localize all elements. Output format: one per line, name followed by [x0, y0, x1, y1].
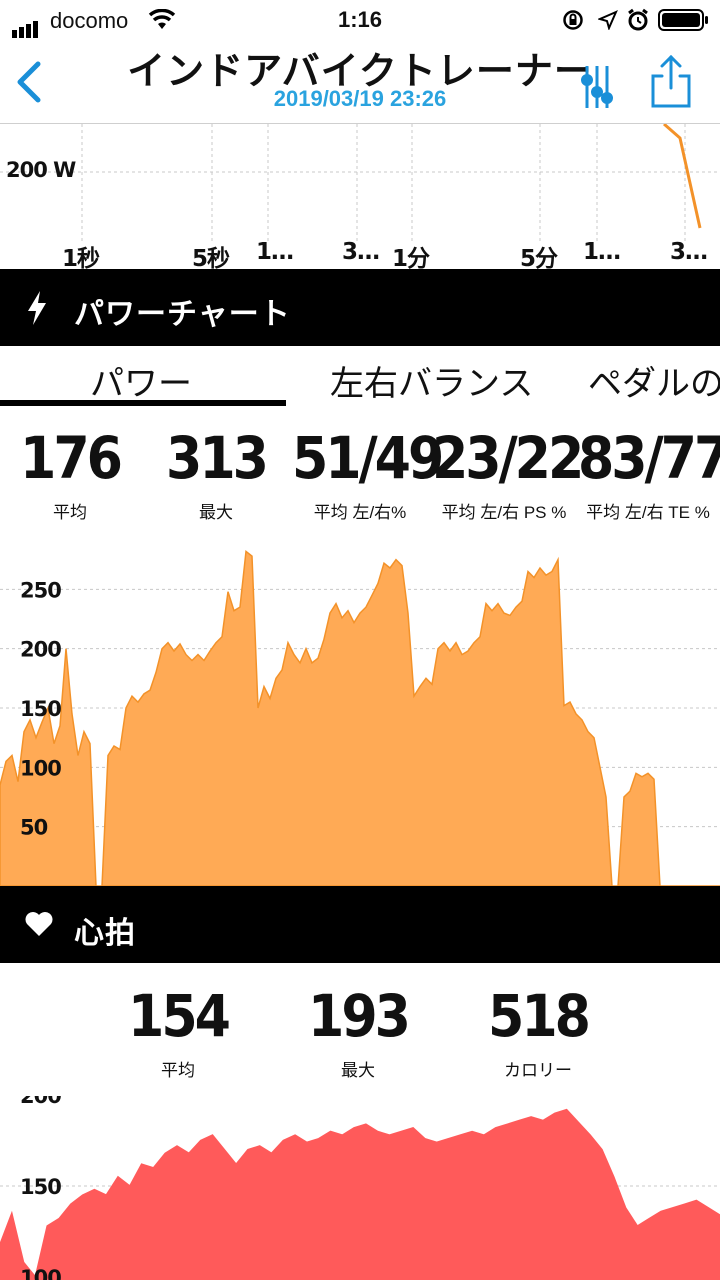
power-curve-chart: 200 W 1秒 5秒 1… 3… 1分 5分 1… 3…	[0, 123, 720, 272]
active-tab-indicator	[0, 400, 286, 406]
y-tick-label: 150	[20, 697, 61, 721]
stat-avg-hr-label: 平均	[161, 1061, 195, 1080]
power-chart: 50 100 150 200 250	[0, 549, 720, 886]
tab-lr-balance[interactable]: 左右バランス	[330, 365, 534, 403]
wifi-icon	[148, 9, 176, 29]
stat-te: 83/77	[578, 424, 720, 492]
stat-max-power: 313	[166, 424, 269, 492]
y-tick-label: 100	[20, 1266, 61, 1280]
stat-lr-balance: 51/49	[292, 424, 444, 492]
rotation-lock-icon	[563, 10, 583, 30]
heart-rate-chart: 100 150 200	[0, 1096, 720, 1280]
tab-pedal[interactable]: ペダルの	[588, 365, 720, 403]
power-curve-y-label: 200 W	[6, 158, 76, 182]
y-tick-label: 200	[20, 638, 61, 662]
tab-power[interactable]: パワー	[90, 365, 192, 403]
y-tick-label: 200	[20, 1096, 61, 1108]
stat-ps: 23/22	[432, 424, 584, 492]
stat-te-label: 平均 左/右 TE %	[586, 503, 710, 522]
power-curve-plot	[0, 124, 720, 244]
power-curve-x-label: 5秒	[192, 246, 230, 272]
stat-calories-label: カロリー	[504, 1061, 572, 1080]
battery-icon	[658, 9, 708, 31]
location-icon	[598, 10, 618, 30]
y-tick-label: 250	[20, 578, 61, 602]
power-curve-x-label: 5分	[520, 246, 558, 272]
status-bar: docomo 1:16	[0, 0, 720, 40]
heart-rate-area	[0, 1108, 720, 1280]
power-chart-title: パワーチャート	[74, 298, 291, 331]
power-curve-x-label: 1…	[583, 239, 621, 265]
status-time: 1:16	[337, 7, 383, 32]
power-curve-x-label: 1…	[256, 239, 294, 265]
stat-max-hr: 193	[308, 982, 411, 1050]
power-curve-x-label: 1分	[392, 246, 430, 272]
power-area	[0, 549, 720, 886]
y-tick-label: 100	[20, 756, 61, 780]
stat-calories: 518	[488, 982, 591, 1050]
alarm-icon	[628, 8, 648, 31]
heart-rate-title: 心拍	[74, 917, 136, 950]
chevron-left-icon[interactable]	[14, 60, 44, 104]
lightning-icon	[28, 291, 46, 325]
power-curve-line	[663, 124, 702, 229]
stat-avg-power: 176	[20, 424, 123, 492]
workout-date: 2019/03/19 23:26	[273, 86, 447, 111]
carrier-label: docomo	[50, 8, 129, 33]
stat-max-hr-label: 最大	[341, 1061, 375, 1080]
power-chart-header: パワーチャート	[0, 269, 720, 346]
power-curve-x-label: 1秒	[62, 246, 100, 272]
heart-icon	[25, 912, 53, 936]
stat-ps-label: 平均 左/右 PS %	[441, 503, 567, 522]
heart-rate-header: 心拍	[0, 886, 720, 963]
y-tick-label: 150	[20, 1175, 61, 1199]
page-title: インドアバイクトレーナー	[127, 51, 593, 93]
stat-avg-power-label: 平均	[53, 503, 87, 522]
y-tick-label: 50	[20, 816, 48, 840]
power-curve-x-label: 3…	[670, 239, 708, 265]
stat-max-power-label: 最大	[199, 503, 233, 522]
signal-icon	[12, 12, 40, 38]
sliders-icon[interactable]	[580, 62, 614, 112]
share-icon[interactable]	[648, 54, 694, 110]
power-curve-x-label: 3…	[342, 239, 380, 265]
stat-lr-balance-label: 平均 左/右%	[313, 503, 407, 522]
stat-avg-hr: 154	[128, 982, 231, 1050]
